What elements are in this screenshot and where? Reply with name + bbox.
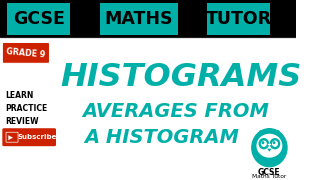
Circle shape: [252, 129, 287, 167]
FancyBboxPatch shape: [6, 132, 18, 142]
Text: A HISTOGRAM: A HISTOGRAM: [84, 128, 239, 147]
Text: LEARN: LEARN: [5, 91, 34, 100]
Text: MATHS: MATHS: [105, 10, 173, 28]
Text: Maths Tutor: Maths Tutor: [252, 174, 286, 179]
Text: TUTOR: TUTOR: [206, 10, 272, 28]
Polygon shape: [267, 149, 272, 152]
Text: AVERAGES FROM: AVERAGES FROM: [83, 102, 269, 121]
Circle shape: [262, 142, 264, 143]
FancyBboxPatch shape: [2, 128, 56, 146]
Text: Subscribe: Subscribe: [17, 134, 57, 140]
Text: REVIEW: REVIEW: [5, 117, 39, 126]
FancyBboxPatch shape: [207, 3, 270, 35]
Ellipse shape: [256, 134, 282, 158]
FancyBboxPatch shape: [100, 3, 178, 35]
Text: GCSE: GCSE: [13, 10, 65, 28]
Polygon shape: [275, 130, 282, 136]
Circle shape: [270, 139, 280, 149]
Circle shape: [273, 141, 277, 146]
Text: GCSE: GCSE: [258, 168, 281, 177]
Circle shape: [261, 141, 266, 146]
Circle shape: [259, 139, 268, 149]
Text: GRADE 9: GRADE 9: [6, 47, 46, 59]
Polygon shape: [256, 130, 264, 136]
Polygon shape: [8, 135, 13, 140]
Text: HISTOGRAMS: HISTOGRAMS: [60, 62, 301, 93]
FancyBboxPatch shape: [2, 42, 50, 63]
FancyBboxPatch shape: [0, 0, 296, 38]
Circle shape: [273, 142, 275, 143]
FancyBboxPatch shape: [7, 3, 70, 35]
Text: PRACTICE: PRACTICE: [5, 104, 48, 113]
